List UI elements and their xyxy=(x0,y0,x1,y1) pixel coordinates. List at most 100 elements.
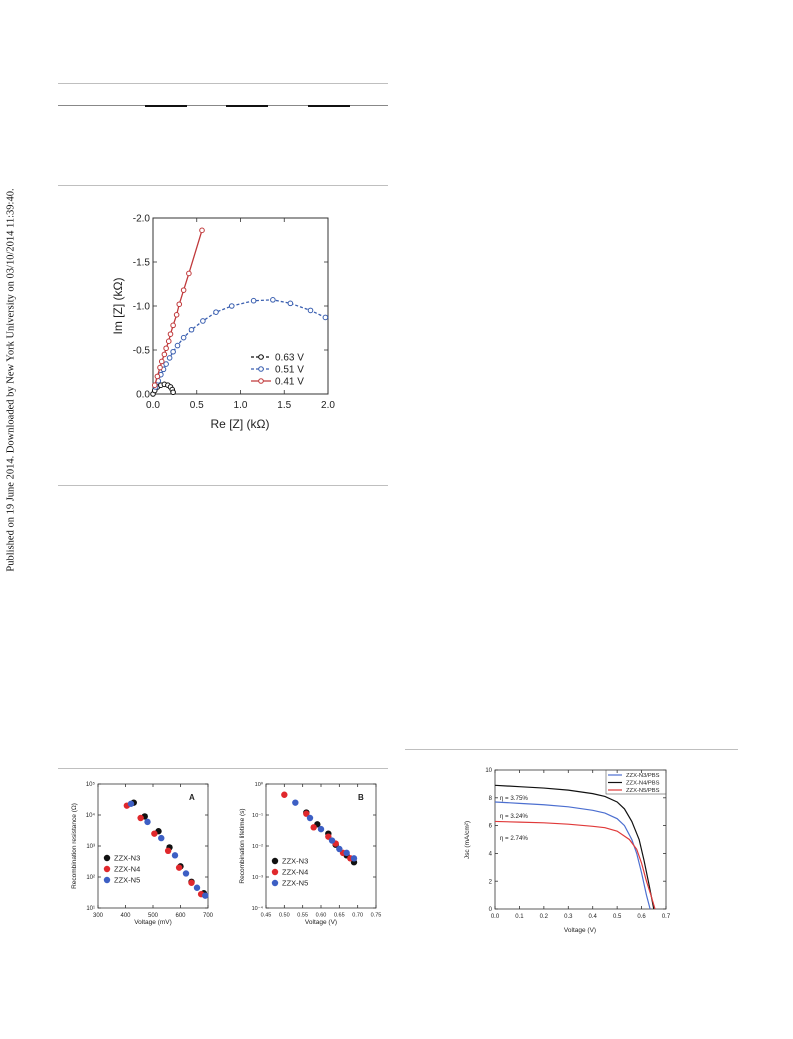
legend-label: ZZX-N5 xyxy=(114,876,140,885)
data-point xyxy=(176,301,183,308)
legend-label: ZZX-N3 xyxy=(114,854,140,863)
data-point xyxy=(287,300,294,307)
series-line xyxy=(155,299,326,388)
data-point xyxy=(306,814,314,822)
y-tick-label: 4 xyxy=(489,852,493,858)
legend-marker xyxy=(103,876,111,884)
efficiency-annotation: η = 3.24% xyxy=(500,813,529,820)
data-point xyxy=(164,847,172,855)
data-point xyxy=(310,824,317,831)
data-point xyxy=(170,322,176,329)
y-tick-label: 6 xyxy=(489,824,493,830)
table-header-rule xyxy=(58,105,388,106)
data-point xyxy=(137,814,144,822)
table-column-rule xyxy=(145,105,187,107)
panel-label: B xyxy=(358,793,364,802)
y-tick-label: 10 xyxy=(485,768,492,774)
series-line xyxy=(494,784,655,910)
data-point xyxy=(170,389,176,396)
data-point xyxy=(165,338,172,344)
legend-label: 0.63 V xyxy=(275,353,304,364)
data-point xyxy=(182,870,190,877)
data-point xyxy=(322,314,329,321)
data-point xyxy=(188,879,195,886)
legend-label: ZZX-N3/PBS xyxy=(626,773,660,779)
data-point xyxy=(151,382,158,388)
x-tick-label: 0.45 xyxy=(261,913,272,919)
x-tick-label: 600 xyxy=(175,913,186,919)
figure-top-rule xyxy=(58,185,388,186)
data-point xyxy=(343,849,350,857)
data-point xyxy=(171,852,179,859)
y-tick-label: 10⁻⁴ xyxy=(252,905,264,912)
y-tick-label: 10² xyxy=(86,875,95,881)
y-tick-label: 10⁻³ xyxy=(252,875,263,881)
x-tick-label: 0.2 xyxy=(540,914,549,920)
x-axis-label: Voltage (V) xyxy=(305,919,337,926)
data-point xyxy=(163,361,169,367)
y-axis-label: Jsc (mA/cm²) xyxy=(464,821,471,859)
y-tick-label: 10⁵ xyxy=(86,781,96,788)
y-axis-label: Im [Z] (kΩ) xyxy=(111,278,125,335)
x-tick-label: 700 xyxy=(203,913,214,919)
data-point xyxy=(307,307,314,314)
x-axis-label: Voltage (mV) xyxy=(134,919,172,926)
data-point xyxy=(202,892,209,899)
table-column-rule xyxy=(308,105,350,107)
legend-label: 0.51 V xyxy=(275,365,304,376)
x-axis-label: Re [Z] (kΩ) xyxy=(211,417,270,431)
y-tick-label: 0 xyxy=(489,907,493,913)
series-line xyxy=(494,801,651,910)
data-point xyxy=(166,355,173,361)
y-tick-label: 2 xyxy=(489,879,493,885)
figure-bottom-rule xyxy=(58,485,388,486)
x-axis-label: Voltage (V) xyxy=(564,927,596,934)
legend-label: ZZX-N4 xyxy=(114,865,140,874)
y-tick-label: 10¹ xyxy=(86,906,95,912)
legend-marker xyxy=(103,854,111,862)
data-point xyxy=(328,837,336,844)
y-tick-label: 10⁴ xyxy=(86,812,96,819)
legend-marker xyxy=(258,378,264,384)
x-tick-label: 400 xyxy=(120,913,131,919)
x-tick-label: 0.5 xyxy=(190,400,204,411)
data-point xyxy=(186,270,192,277)
data-point xyxy=(163,345,169,352)
data-point xyxy=(193,884,201,891)
data-point xyxy=(292,799,299,806)
y-tick-label: 10⁻² xyxy=(252,844,263,850)
plot-frame xyxy=(494,769,667,910)
jv-curve-plot: 0.0 0.1 0.2 0.3 0.4 0.5 0.6 0.7 0 2 4 6 8 10 ZZX-N3/P… xyxy=(464,768,671,934)
y-tick-label: 10⁰ xyxy=(255,781,264,788)
series-line xyxy=(494,820,656,910)
x-tick-label: 0.6 xyxy=(637,914,646,920)
data-point xyxy=(336,845,343,853)
publication-sidenote: Published on 19 June 2014. Downloaded by… xyxy=(4,120,18,640)
legend-marker xyxy=(103,865,111,873)
x-tick-label: 0.4 xyxy=(589,914,598,920)
data-point xyxy=(199,227,205,234)
y-axis-label: Recombination lifetime (s) xyxy=(239,808,246,883)
figure-top-rule xyxy=(58,768,388,769)
data-point xyxy=(167,331,174,337)
data-point xyxy=(174,342,181,349)
x-tick-label: 0.7 xyxy=(662,914,671,920)
x-tick-label: 0.55 xyxy=(297,913,308,919)
x-tick-label: 1.0 xyxy=(234,400,248,411)
data-point xyxy=(158,358,165,365)
recombination-lifetime-plot: 0.45 0.50 0.55 0.60 0.65 0.70 0.75 10⁻⁴ 10⁻³ 10⁻²… xyxy=(239,781,382,926)
data-point xyxy=(270,297,276,303)
y-tick-label: -0.5 xyxy=(133,346,151,357)
y-tick-label: 10⁻¹ xyxy=(252,813,263,819)
data-point xyxy=(350,855,358,862)
data-point xyxy=(228,303,235,309)
data-point xyxy=(213,309,219,315)
y-axis-label: Recombination resistance (Ω) xyxy=(71,803,78,889)
data-point xyxy=(151,830,158,837)
efficiency-annotation: η = 3.75% xyxy=(500,795,529,802)
data-point xyxy=(180,287,187,293)
x-tick-label: 0.75 xyxy=(371,913,382,919)
y-tick-label: 10³ xyxy=(86,844,95,850)
legend-label: ZZX-N5 xyxy=(282,879,308,888)
data-point xyxy=(170,348,176,355)
